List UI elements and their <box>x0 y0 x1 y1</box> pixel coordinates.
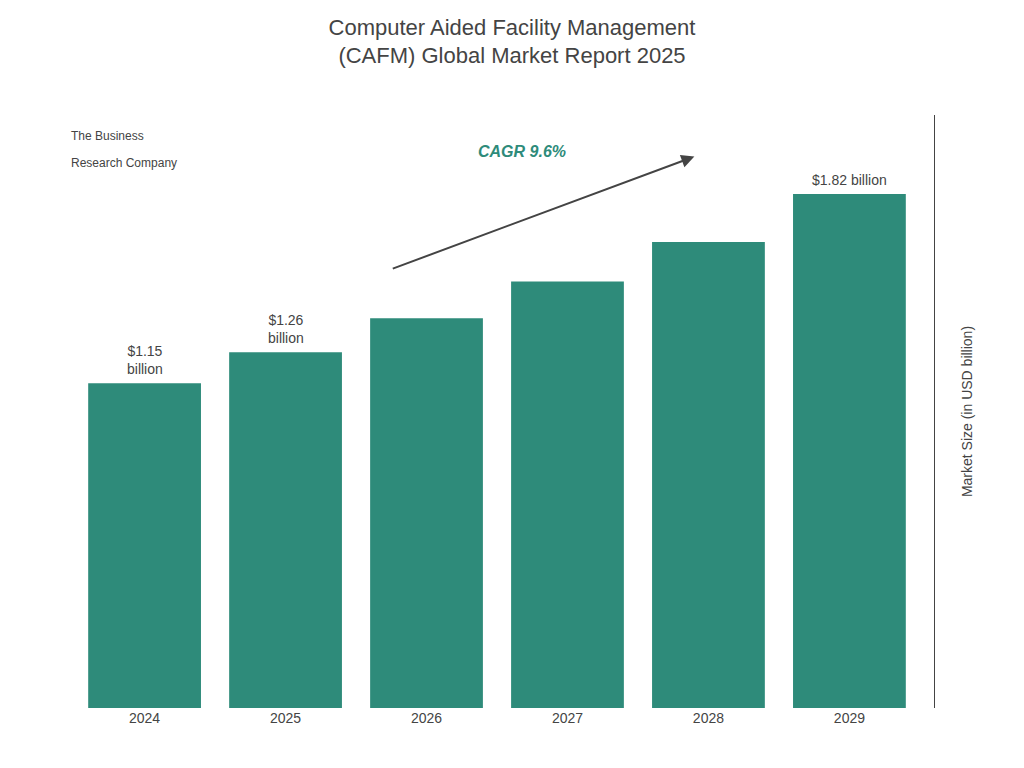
svg-text:CAGR 9.6%: CAGR 9.6% <box>478 143 566 160</box>
svg-text:Market Size (in USD billion): Market Size (in USD billion) <box>959 326 975 497</box>
svg-text:2029: 2029 <box>834 710 865 726</box>
svg-text:$1.15billion: $1.15billion <box>127 343 163 377</box>
svg-text:$1.82 billion: $1.82 billion <box>812 172 887 188</box>
svg-text:$1.26billion: $1.26billion <box>268 312 304 346</box>
svg-text:2027: 2027 <box>552 710 583 726</box>
svg-text:2026: 2026 <box>411 710 442 726</box>
svg-text:The Business: The Business <box>71 129 144 143</box>
svg-text:Research Company: Research Company <box>71 156 177 170</box>
svg-text:2024: 2024 <box>129 710 160 726</box>
svg-text:2025: 2025 <box>270 710 301 726</box>
svg-text:2028: 2028 <box>693 710 724 726</box>
svg-text:Computer Aided Facility Manage: Computer Aided Facility Management(CAFM)… <box>329 15 696 69</box>
